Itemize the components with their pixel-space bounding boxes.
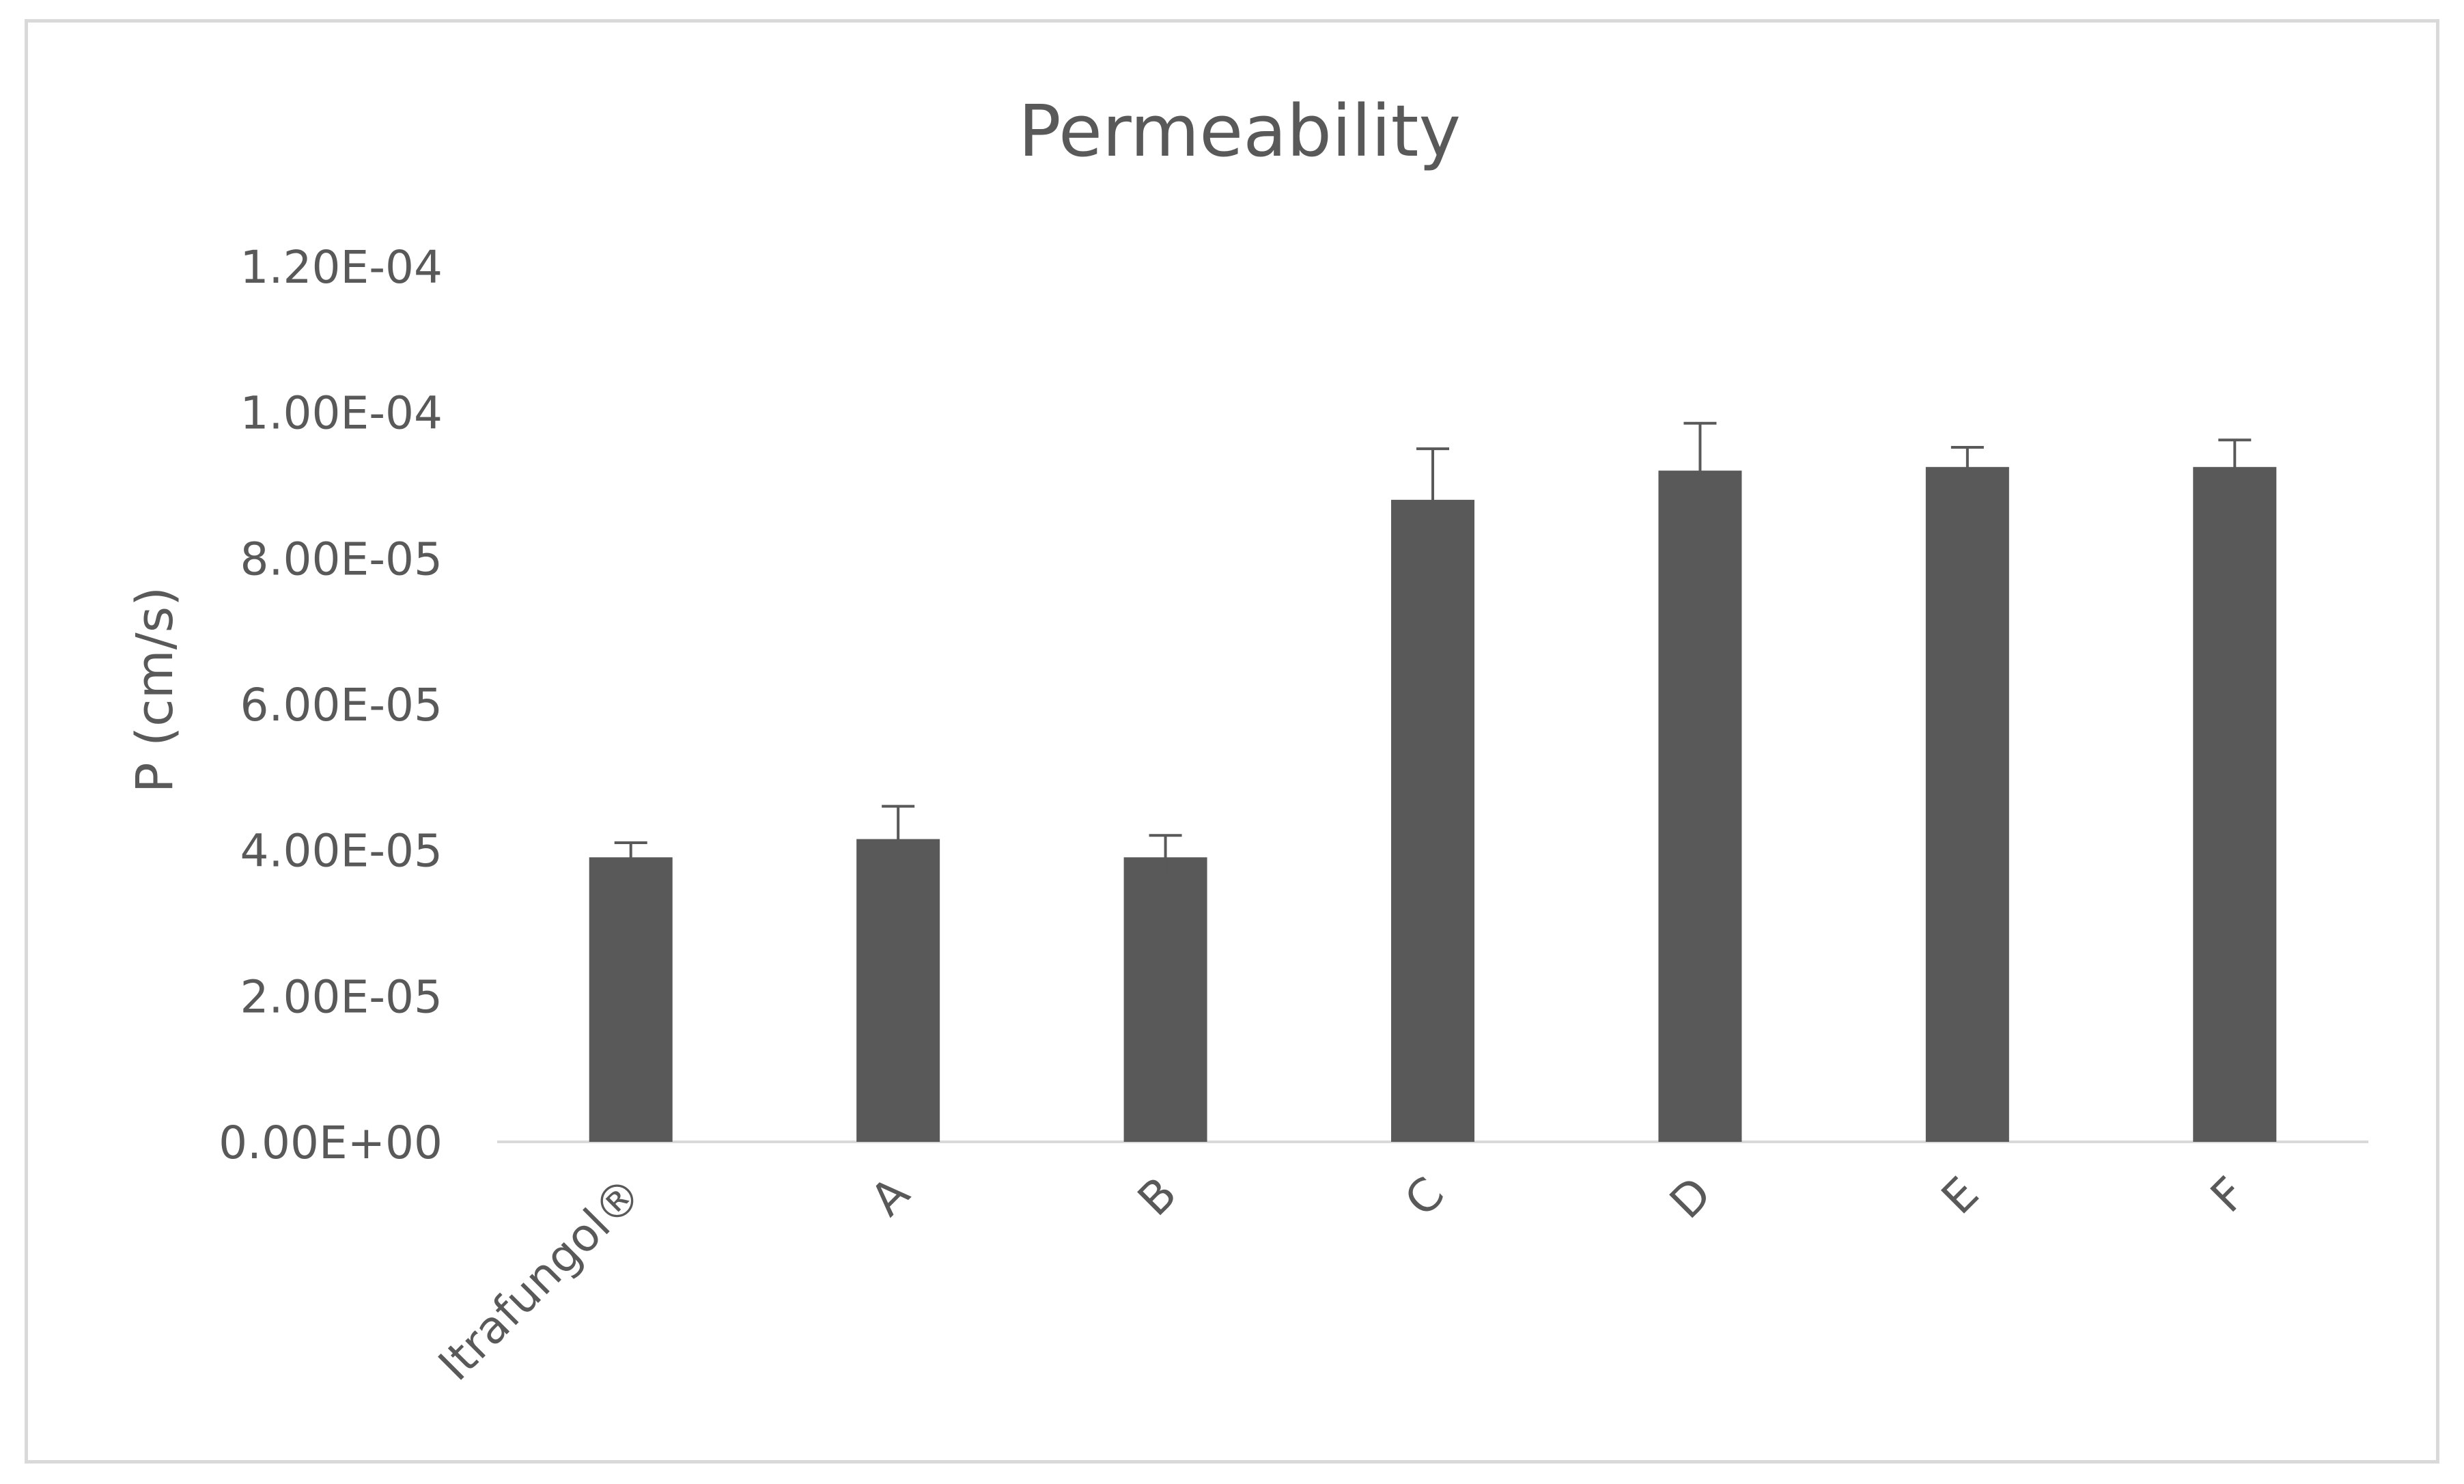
x-axis-labels: Itrafungol® A B C D E F	[428, 1167, 2256, 1391]
error-bar	[1950, 445, 1984, 488]
bar	[1658, 471, 1742, 1142]
bar	[1391, 499, 1474, 1142]
y-tick-label: 0.00E+00	[219, 1117, 443, 1169]
error-bar	[1149, 834, 1182, 881]
bar	[1123, 857, 1207, 1142]
x-tick-label: D	[1660, 1167, 1721, 1229]
error-bar	[882, 804, 915, 873]
bar	[856, 839, 940, 1142]
error-bar	[2218, 438, 2252, 496]
chart-area	[25, 19, 2439, 1464]
error-bar	[1683, 421, 1717, 520]
error-bar	[614, 841, 647, 873]
x-tick-label: A	[860, 1167, 919, 1226]
y-tick-label: 8.00E-05	[240, 533, 443, 585]
y-axis-ticks: 0.00E+00 2.00E-05 4.00E-05 6.00E-05 8.00E-05…	[219, 241, 443, 1169]
x-tick-label: C	[1395, 1167, 1454, 1227]
y-tick-label: 6.00E-05	[240, 679, 443, 731]
error-bars	[614, 421, 2252, 881]
y-axis-title: P (cm/s)	[126, 587, 184, 793]
x-tick-label: F	[2200, 1167, 2256, 1222]
x-tick-label: E	[1931, 1167, 1989, 1224]
y-tick-label: 1.00E-04	[240, 387, 443, 440]
y-tick-label: 1.20E-04	[240, 241, 443, 294]
y-tick-label: 2.00E-05	[240, 970, 443, 1023]
bar	[2193, 466, 2277, 1142]
bar	[589, 857, 673, 1142]
error-bar	[1416, 447, 1449, 552]
x-tick-label: Itrafungol®	[428, 1167, 652, 1391]
chart-title: Permeability	[1018, 89, 1461, 173]
x-tick-label: B	[1128, 1167, 1186, 1226]
bar	[1925, 466, 2009, 1142]
y-tick-label: 4.00E-05	[240, 825, 443, 878]
bar-series	[589, 466, 2277, 1142]
